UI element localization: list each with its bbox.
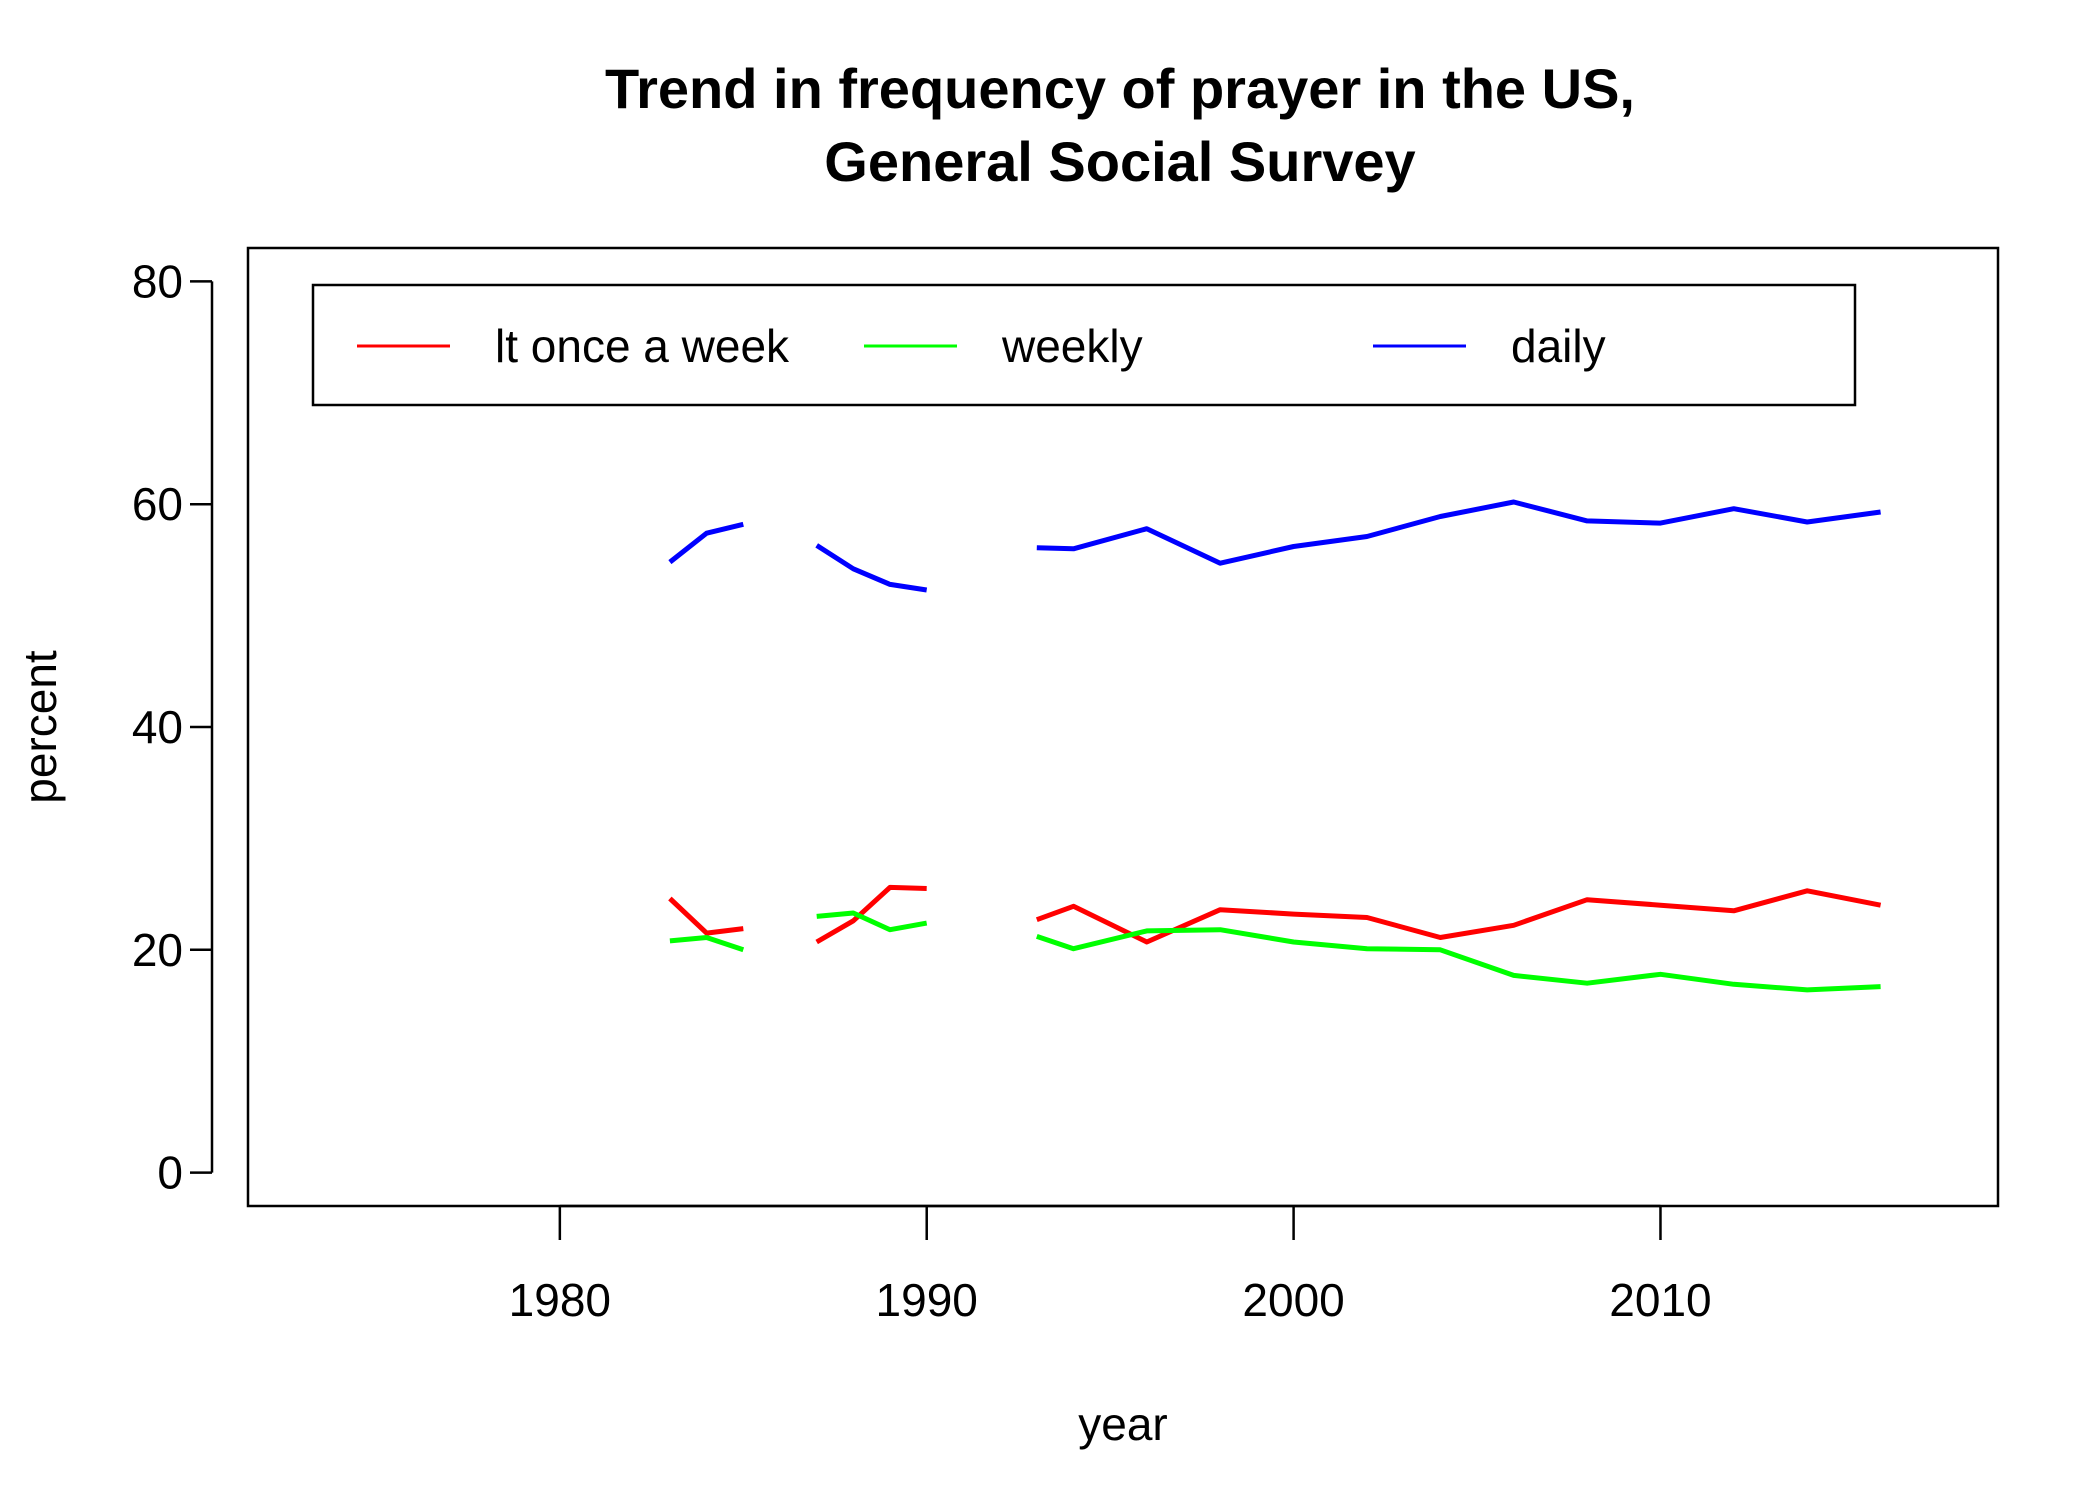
series-line-segment	[816, 910, 928, 933]
x-tick-label: 2000	[1242, 1274, 1344, 1326]
y-tick-label: 60	[132, 478, 183, 530]
series-line-segment	[1036, 499, 1881, 566]
legend-label: weekly	[1001, 320, 1143, 372]
series-line-segment	[668, 521, 744, 565]
series-line-segment	[668, 896, 744, 936]
x-tick-label: 1980	[509, 1274, 611, 1326]
legend-label: lt once a week	[495, 320, 790, 372]
series-line-segment	[815, 543, 928, 593]
legend-label: daily	[1511, 320, 1606, 372]
x-tick-label: 1990	[876, 1274, 978, 1326]
chart-title-line-2: General Social Survey	[824, 130, 1415, 193]
y-axis-label: percent	[14, 650, 66, 804]
chart-title-line-1: Trend in frequency of prayer in the US,	[605, 57, 1635, 120]
legend-box	[311, 283, 1857, 407]
series-layer	[668, 499, 1882, 993]
y-axis: 0 20 40 60 80	[132, 255, 214, 1199]
legend: lt once a week weekly daily	[311, 283, 1857, 407]
series-daily	[668, 499, 1881, 593]
y-tick-label: 20	[132, 924, 183, 976]
y-tick-label: 0	[157, 1147, 183, 1199]
series-line-segment	[1035, 888, 1882, 945]
series-line-segment	[1036, 927, 1881, 993]
series-line-segment	[815, 884, 927, 945]
series-line-segment	[669, 935, 745, 953]
y-tick-label: 80	[132, 255, 183, 307]
y-tick-label: 40	[132, 701, 183, 753]
series-weekly	[669, 910, 1881, 993]
x-axis-label: year	[1078, 1398, 1167, 1450]
series-lt-once-a-week	[668, 884, 1882, 945]
x-tick-label: 2010	[1609, 1274, 1711, 1326]
x-axis: 1980 1990 2000 2010	[509, 1204, 1712, 1326]
